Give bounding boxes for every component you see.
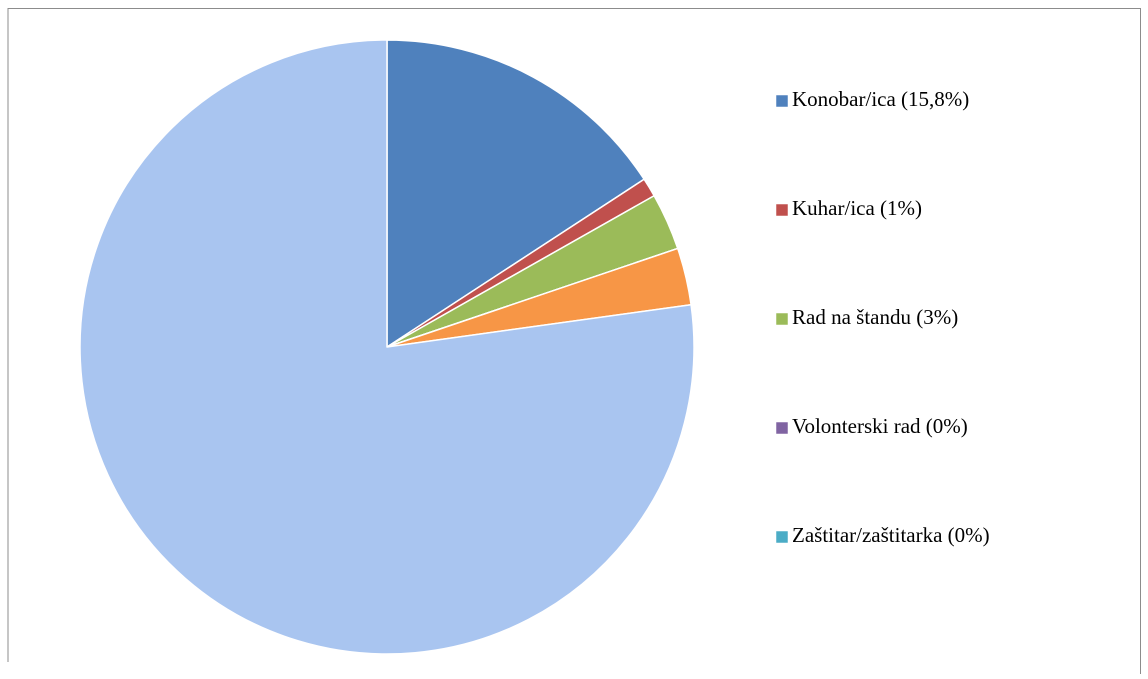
legend-label: Konobar/ica (15,8%)	[792, 87, 969, 111]
legend-label: Volonterski rad (0%)	[792, 414, 968, 438]
chart-frame	[7, 8, 1141, 674]
legend-label: Zaštitar/zaštitarka (0%)	[792, 523, 990, 547]
legend-swatch	[775, 312, 789, 326]
legend: Konobar/ica (15,8%) Kuhar/ica (1%) Rad na …	[775, 87, 990, 547]
legend-swatch	[775, 94, 789, 108]
legend-label: Rad na štandu (3%)	[792, 305, 958, 329]
legend-label: Kuhar/ica (1%)	[792, 196, 922, 220]
legend-swatch	[775, 530, 789, 544]
pie-slice	[79, 39, 695, 655]
pie-slice	[386, 39, 645, 348]
pie	[79, 39, 695, 655]
legend-swatch	[775, 203, 789, 217]
legend-swatch	[775, 421, 789, 435]
